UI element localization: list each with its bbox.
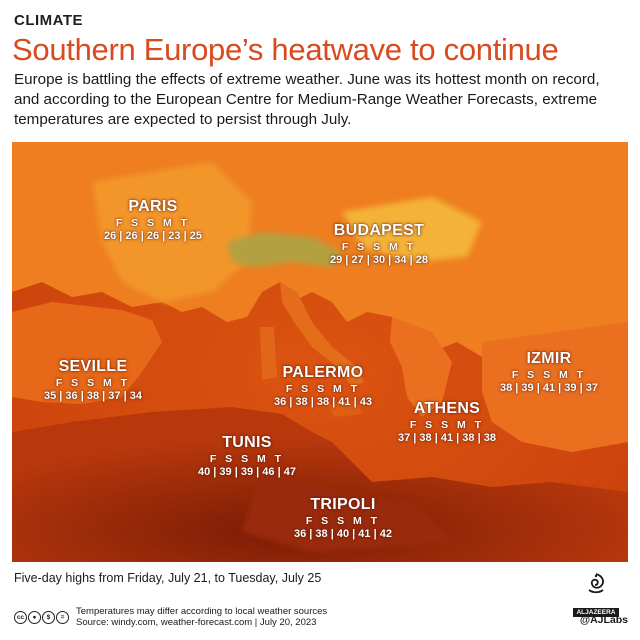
city-temps: 36 | 38 | 40 | 41 | 42	[294, 528, 392, 540]
footer-source: Source: windy.com, weather-forecast.com …	[76, 617, 317, 628]
city-days: F S S M T	[115, 217, 191, 229]
north-africa-land	[12, 407, 628, 562]
sardinia-land	[260, 327, 277, 380]
by-icon: ●	[28, 610, 41, 624]
greece-turkey-land	[390, 317, 628, 452]
footer: cc ● $ = Temperatures may differ accordi…	[14, 606, 327, 628]
city-izmir: IZMIR F S S M T 38 | 39 | 41 | 39 | 37	[500, 350, 598, 394]
license-badges: cc ● $ =	[14, 610, 70, 624]
city-name: TUNIS	[222, 434, 272, 451]
footer-text: Temperatures may differ according to loc…	[76, 606, 327, 628]
city-temps: 26 | 26 | 26 | 23 | 25	[104, 230, 202, 242]
alps-region	[227, 232, 342, 267]
cc-icon: cc	[14, 610, 27, 624]
city-paris: PARIS F S S M T 26 | 26 | 26 | 23 | 25	[104, 198, 202, 242]
city-tunis: TUNIS F S S M T 40 | 39 | 39 | 46 | 47	[198, 434, 296, 478]
sicily-land	[327, 400, 362, 417]
city-name: IZMIR	[526, 350, 572, 367]
footer-note: Temperatures may differ according to loc…	[76, 606, 328, 617]
france-land	[92, 162, 252, 302]
city-palermo: PALERMO F S S M T 36 | 38 | 38 | 41 | 43	[274, 364, 372, 408]
kicker: CLIMATE	[14, 12, 84, 29]
city-days: F S S M T	[511, 369, 587, 381]
city-temps: 37 | 38 | 41 | 38 | 38	[398, 432, 496, 444]
city-name: ATHENS	[413, 400, 481, 417]
city-days: F S S M T	[209, 453, 285, 465]
page-title: Southern Europe’s heatwave to continue	[12, 32, 559, 67]
iberia-land	[12, 302, 162, 404]
city-days: F S S M T	[285, 383, 361, 395]
city-tripoli: TRIPOLI F S S M T 36 | 38 | 40 | 41 | 42	[294, 496, 392, 540]
city-temps: 36 | 38 | 38 | 41 | 43	[274, 396, 372, 408]
city-days: F S S M T	[55, 377, 131, 389]
city-days: F S S M T	[341, 241, 417, 253]
city-budapest: BUDAPEST F S S M T 29 | 27 | 30 | 34 | 2…	[330, 222, 428, 266]
logo-mark	[588, 573, 604, 594]
city-temps: 40 | 39 | 39 | 46 | 47	[198, 466, 296, 478]
handle: @AJLabs	[579, 614, 628, 626]
nd-icon: =	[56, 610, 69, 624]
city-seville: SEVILLE F S S M T 35 | 36 | 38 | 37 | 34	[44, 358, 142, 402]
city-name: SEVILLE	[58, 358, 128, 375]
city-days: F S S M T	[409, 419, 485, 431]
city-temps: 38 | 39 | 41 | 39 | 37	[500, 382, 598, 394]
city-name: BUDAPEST	[333, 222, 425, 239]
city-athens: ATHENS F S S M T 37 | 38 | 41 | 38 | 38	[398, 400, 496, 444]
city-temps: 35 | 36 | 38 | 37 | 34	[44, 390, 142, 402]
heat-map: PARIS F S S M T 26 | 26 | 26 | 23 | 25 B…	[12, 142, 628, 562]
balkan-cool	[342, 197, 482, 262]
italy-land	[280, 282, 364, 387]
lede-paragraph: Europe is battling the effects of extrem…	[14, 71, 600, 128]
map-caption: Five-day highs from Friday, July 21, to …	[14, 571, 322, 585]
libya-coast	[242, 472, 452, 552]
nc-icon: $	[42, 610, 55, 624]
city-name: PARIS	[128, 198, 178, 215]
city-temps: 29 | 27 | 30 | 34 | 28	[330, 254, 428, 266]
city-name: PALERMO	[282, 364, 364, 381]
city-days: F S S M T	[305, 515, 381, 527]
map-graphic	[12, 142, 628, 562]
aljazeera-logo-icon: ALJAZEERA	[568, 572, 624, 619]
logo-word: ALJAZEERA	[573, 608, 619, 617]
city-name: TRIPOLI	[310, 496, 376, 513]
